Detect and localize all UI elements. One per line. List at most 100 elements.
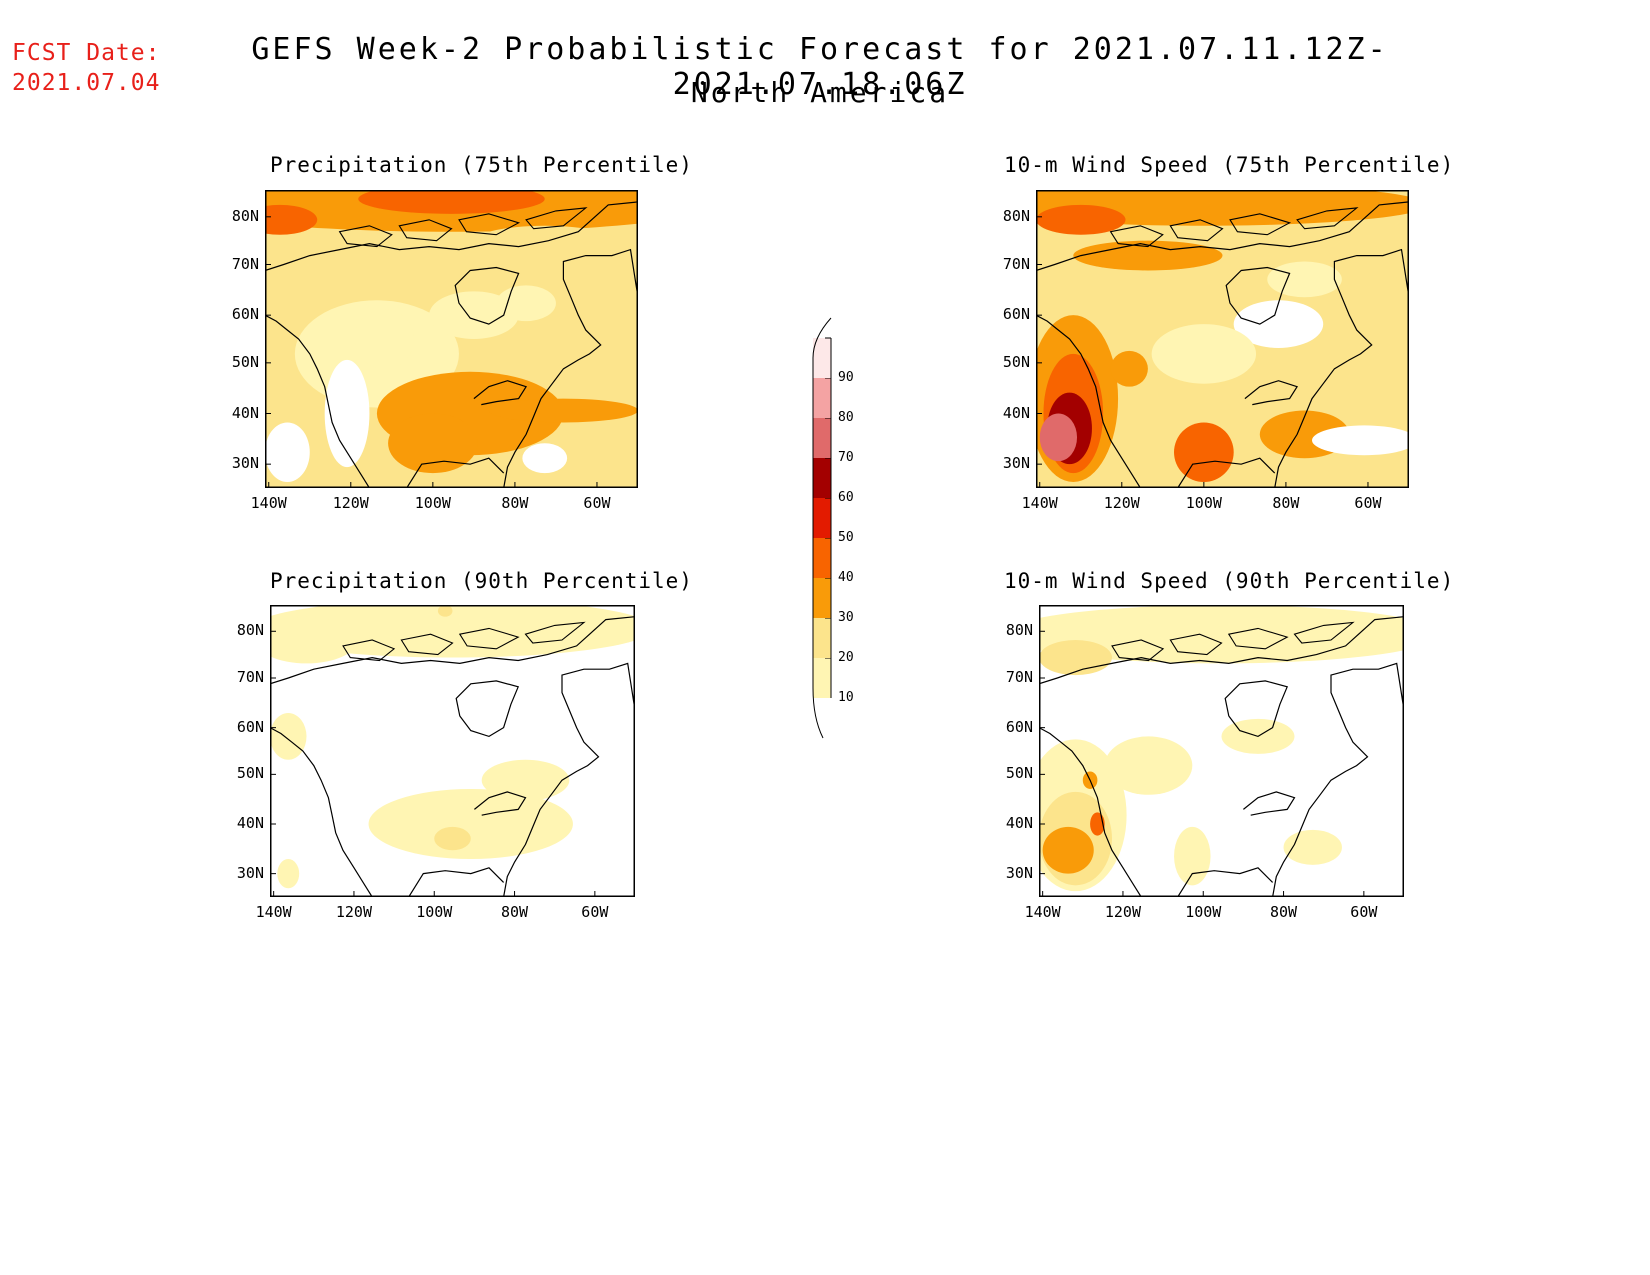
colorbar-swatch [813,658,831,698]
forecast-date-label: FCST Date: 2021.07.04 [12,38,160,98]
shading-region [270,616,358,664]
shading-region [434,826,471,851]
lon-label: 100W [416,903,453,921]
lat-label: 60N [1005,717,1033,736]
colorbar-label: 50 [838,530,854,545]
map-wind-75 [1036,190,1409,488]
lat-label: 50N [236,764,264,783]
arctic-island [1296,207,1359,230]
shading-region [1151,324,1257,384]
lat-label: 60N [1002,305,1030,324]
coastline [503,248,638,488]
map-wind-90 [1039,605,1404,897]
lon-label: 140W [1024,903,1061,921]
coastline [1225,266,1291,325]
lon-label: 100W [1185,494,1222,512]
lon-label: 140W [250,494,287,512]
colorbar-swatch [813,458,831,498]
lat-label: 60N [231,305,259,324]
lat-label: 40N [1005,814,1033,832]
lat-label: 80N [236,621,264,640]
lon-label: 120W [1103,494,1140,512]
coastline [1244,380,1299,406]
colorbar-outline [812,317,832,739]
map-precip-75 [265,190,638,488]
coastline [265,314,370,488]
colorbar-swatch [813,618,831,658]
shading-region [481,759,570,801]
arctic-island [1293,621,1355,644]
panel-title-wind-75: 10-m Wind Speed (75th Percentile) [1004,153,1455,177]
arctic-island [338,225,393,248]
colorbar-label: 40 [838,570,854,585]
arctic-island [400,633,454,656]
coastline [1177,867,1274,897]
arctic-island [1109,225,1164,248]
lon-label: 120W [332,494,369,512]
shading-region [1267,261,1342,298]
coastline [1039,727,1142,897]
colorbar-swatch [813,498,831,538]
lat-label: 40N [231,403,259,422]
map-frame [270,605,635,897]
coastline [270,616,635,685]
coastline [474,791,527,816]
arctic-island [1227,627,1289,650]
shading-region [1090,812,1105,836]
coastline [1274,248,1409,488]
colorbar-label: 90 [838,370,854,385]
shading-region [265,204,318,235]
lon-label: 80W [501,494,529,512]
arctic-island [1169,219,1224,242]
shading-region [1039,640,1112,676]
page-title: GEFS Week-2 Probabilistic Forecast for 2… [251,32,1389,102]
colorbar-swatch [813,418,831,458]
lon-label: 120W [1104,903,1141,921]
lat-label: 30N [1005,863,1033,882]
map-frame [1036,190,1409,488]
lon-label: 100W [1185,903,1222,921]
lat-label: 30N [236,863,264,882]
colorbar-label: 60 [838,490,854,505]
arctic-island [524,621,586,644]
lat-label: 80N [1002,206,1030,225]
arctic-island [1111,639,1165,662]
shading-region [1110,350,1148,387]
lat-label: 70N [231,254,259,273]
coastline [1177,457,1276,488]
shading-region [324,359,370,468]
coastline [1039,616,1404,685]
map-precip-90 [270,605,635,897]
panel-title-precip-90: Precipitation (90th Percentile) [270,569,693,593]
shading-region [1283,829,1342,865]
coastline [270,727,373,897]
coastline [1224,680,1289,738]
lon-label: 80W [1272,494,1300,512]
arctic-island [1169,633,1223,656]
panel-title-wind-90: 10-m Wind Speed (90th Percentile) [1004,569,1455,593]
lat-label: 30N [1002,454,1030,473]
lat-label: 50N [1005,764,1033,783]
shading-region [1312,425,1409,456]
lat-label: 50N [231,352,259,371]
lon-label: 60W [583,494,611,512]
arctic-island [398,219,453,242]
lat-label: 80N [231,206,259,225]
shading-region [354,309,415,369]
coastline [1036,314,1141,488]
lon-label: 100W [414,494,451,512]
lat-label: 50N [1002,352,1030,371]
lon-label: 80W [1270,903,1298,921]
lon-label: 140W [1021,494,1058,512]
shading-region [368,788,573,860]
colorbar-swatch [813,338,831,378]
panel-title-precip-75: Precipitation (75th Percentile) [270,153,693,177]
coastline [1036,201,1409,272]
lat-label: 70N [236,668,264,686]
map-frame [1039,605,1404,897]
colorbar-label: 70 [838,450,854,465]
arctic-island [525,207,588,230]
coastline [503,662,635,897]
shading-region [1039,413,1078,462]
coastline [454,266,520,325]
